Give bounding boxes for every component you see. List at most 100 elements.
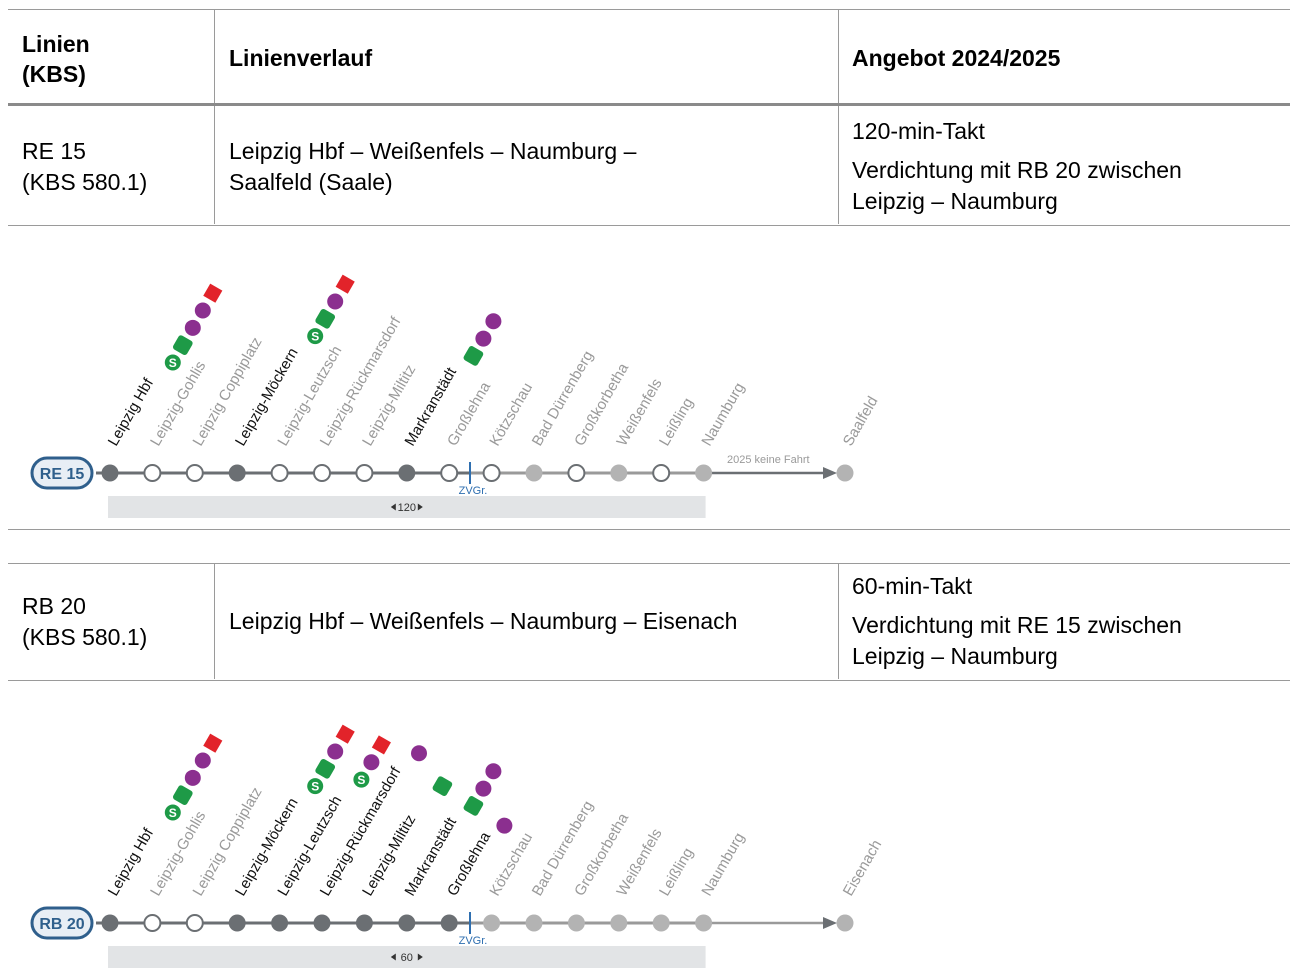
station-stop: [101, 914, 119, 932]
station-stop: [525, 914, 543, 932]
bus-icon: [327, 293, 344, 310]
station-label: Kötzschau: [486, 830, 536, 899]
s-bahn-icon: [164, 354, 181, 371]
station-label: Naumburg: [698, 380, 748, 449]
station-label: Saalfeld: [840, 394, 882, 449]
train-icon: [432, 776, 453, 796]
station-stop: [313, 914, 331, 932]
station-stop: [143, 464, 162, 482]
interval-label: 60: [401, 952, 413, 964]
row-line-name: RE 15: [22, 138, 86, 164]
row-re15-offer-cell: 120-min-Takt Verdichtung mit RB 20 zwisc…: [852, 116, 1182, 217]
station-label: Kötzschau: [486, 380, 536, 449]
tram-icon: [371, 735, 391, 755]
row-kbs: (KBS 580.1): [22, 169, 148, 195]
station-stop: [228, 464, 246, 482]
header-angebot: Angebot 2024/2025: [852, 45, 1061, 71]
station-label: Naumburg: [698, 830, 748, 899]
interval-right-arrow-icon: [417, 503, 423, 511]
train-icon: [315, 759, 336, 779]
tram-icon: [335, 724, 355, 744]
station-label: Leißling: [656, 395, 697, 449]
row2-top-border: [8, 563, 1290, 564]
station-stop: [567, 464, 586, 482]
station-naumburg: Naumburg: [695, 830, 748, 932]
station-stop: [101, 464, 119, 482]
train-icon: [172, 335, 193, 355]
s-bahn-icon: [164, 804, 181, 821]
bus-icon: [475, 330, 492, 347]
header-linien: Linien (KBS): [22, 29, 90, 89]
station-stop: [525, 464, 543, 482]
col-divider-2: [838, 9, 839, 105]
station-stop: [836, 464, 854, 482]
station-stop: [143, 914, 162, 932]
interval-bar: [108, 946, 706, 968]
interval-left-arrow-icon: [390, 503, 396, 511]
header-linienverlauf: Linienverlauf: [229, 45, 373, 71]
station-stop: [440, 914, 458, 932]
bus-icon: [184, 769, 201, 786]
station-stop: [355, 914, 373, 932]
line-badge: [30, 906, 94, 940]
col-divider-1: [214, 9, 215, 105]
route-line2: Saalfeld (Saale): [229, 169, 393, 195]
station-koetzschau: Kötzschau: [482, 380, 536, 482]
offer-line2: Verdichtung mit RE 15 zwischen: [852, 612, 1182, 638]
station-saalfeld: Saalfeld: [836, 394, 882, 482]
bus-icon: [184, 319, 201, 336]
row-rb20-route-cell: Leipzig Hbf – Weißenfels – Naumburg – Ei…: [229, 606, 737, 637]
bus-icon: [496, 817, 513, 834]
bus-icon: [194, 752, 211, 769]
train-icon: [463, 346, 484, 366]
row1-bottom-border: [8, 225, 1290, 226]
station-label: Eisenach: [840, 837, 886, 899]
header-bottom-border: [8, 103, 1290, 106]
station-stop: [313, 464, 331, 482]
s-bahn-icon-letter: S: [311, 780, 319, 794]
bus-icon: [485, 763, 502, 780]
line-badge: [30, 456, 94, 490]
tram-icon: [335, 274, 355, 294]
station-stop: [440, 464, 459, 482]
offer-line1: 120-min-Takt: [852, 118, 985, 144]
station-eisenach: Eisenach: [836, 837, 886, 932]
header-linien-line1: Linien: [22, 31, 90, 57]
route-diagram-re15: 120 2025 keine Fahrt ZVGr. RE 15 Leipzig Hbf…: [30, 274, 882, 518]
station-leipzig-gohlis: Leipzig-Gohlis: [143, 808, 209, 932]
row-re15-line-cell: RE 15 (KBS 580.1): [22, 136, 147, 198]
row1-divider-2: [838, 106, 839, 224]
row-line-name: RB 20: [22, 593, 86, 619]
station-stop: [610, 914, 628, 932]
s-bahn-icon: [307, 328, 324, 345]
offer-line1: 60-min-Takt: [852, 573, 973, 599]
line-badge-label: RB 20: [39, 916, 84, 933]
station-stop: [185, 464, 204, 482]
offer-line3: Leipzig – Naumburg: [852, 188, 1058, 214]
row2-divider-2: [838, 563, 839, 679]
interval-bar: [108, 496, 706, 518]
station-stop: [695, 464, 713, 482]
interval-left-arrow-icon: [390, 953, 396, 961]
bus-icon: [194, 302, 211, 319]
station-stop: [652, 464, 671, 482]
offer-line2: Verdichtung mit RB 20 zwischen: [852, 157, 1182, 183]
header-linien-line2: (KBS): [22, 61, 86, 87]
station-label: Leißling: [656, 845, 697, 899]
zone-label: ZVGr.: [459, 485, 488, 497]
station-stop: [482, 464, 501, 482]
bus-icon: [363, 754, 380, 771]
row-rb20-offer-cell: 60-min-Takt Verdichtung mit RE 15 zwisch…: [852, 571, 1182, 672]
s-bahn-icon: [307, 778, 324, 795]
station-stop: [652, 914, 670, 932]
bus-icon: [327, 743, 344, 760]
station-stop: [398, 464, 416, 482]
row2-divider-1: [214, 563, 215, 679]
extension-arrow-icon: [823, 467, 837, 479]
station-stop: [610, 464, 628, 482]
